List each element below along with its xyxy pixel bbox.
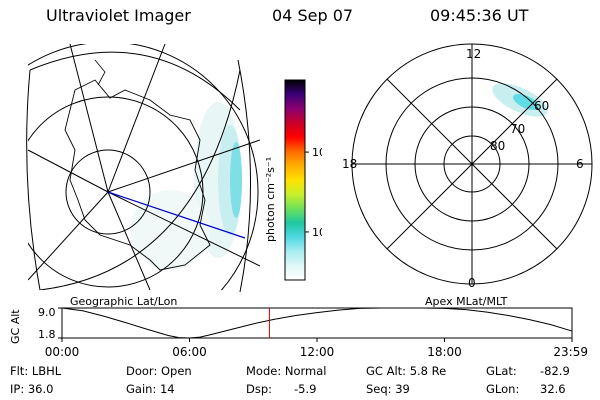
gc-alt-info: GC Alt: 5.8 Re xyxy=(366,364,447,378)
glat-label: GLat: xyxy=(486,364,517,378)
colorbar-tick-label-0: 10 xyxy=(312,226,322,239)
aurora-emission-right xyxy=(492,83,548,117)
polar-plot: 12 18 6 0 60 70 80 xyxy=(342,43,593,290)
mlt-label-6: 6 xyxy=(576,157,584,171)
glat-value: -82.9 xyxy=(540,364,570,378)
door-info: Door: Open xyxy=(126,364,192,378)
colorbar-label: photon cm⁻²s⁻¹ xyxy=(264,156,277,242)
xtick-label-3: 18:00 xyxy=(427,345,462,359)
altitude-series xyxy=(61,307,572,339)
coastline xyxy=(64,79,211,271)
seq-info: Seq: 39 xyxy=(366,382,410,396)
glon-value: 32.6 xyxy=(540,382,566,396)
colorbar-scale xyxy=(284,79,306,281)
mlt-label-12: 12 xyxy=(466,47,481,61)
image-time: 09:45:36 UT xyxy=(430,6,529,25)
lat-circle-mid xyxy=(28,96,204,288)
satellite-track xyxy=(107,191,246,239)
mlat-label-70: 70 xyxy=(510,122,525,136)
ip-info: IP: 36.0 xyxy=(10,382,54,396)
colorbar: 10 100 xyxy=(284,79,322,281)
xtick-label-0: 00:00 xyxy=(45,345,80,359)
xtick-label-1: 06:00 xyxy=(172,345,207,359)
mlt-label-18: 18 xyxy=(342,157,357,171)
ytick-label-top: 9.0 xyxy=(38,306,56,319)
lat-circle-inner xyxy=(65,149,151,235)
ytick-label-bottom: 1.8 xyxy=(38,328,56,341)
altitude-timeline: 9.0 1.8 GC Alt 00:00 06:00 12:00 18:00 23:59 xyxy=(9,306,588,359)
dsp-value: -5.9 xyxy=(294,382,317,396)
gain-info: Gain: 14 xyxy=(126,382,175,396)
mlat-label-60: 60 xyxy=(534,99,549,113)
left-panel-caption: Geographic Lat/Lon xyxy=(70,295,178,308)
y-axis-label: GC Alt xyxy=(9,309,22,344)
lat-circle-outer xyxy=(28,44,259,290)
xtick-label-2: 12:00 xyxy=(300,345,335,359)
mode-info: Mode: Normal xyxy=(246,364,327,378)
mlat-label-80: 80 xyxy=(490,139,505,153)
right-panel-caption: Apex MLat/MLT xyxy=(425,295,508,308)
colorbar-tick-label-1: 100 xyxy=(312,146,322,159)
image-date: 04 Sep 07 xyxy=(272,6,354,25)
mlt-label-0: 0 xyxy=(468,276,476,290)
dsp-label: Dsp: xyxy=(246,382,273,396)
filter-info: Flt: LBHL xyxy=(10,364,62,378)
glon-label: GLon: xyxy=(486,382,520,396)
app-title: Ultraviolet Imager xyxy=(46,6,191,25)
geographic-map xyxy=(26,44,260,292)
xtick-label-4: 23:59 xyxy=(553,345,588,359)
